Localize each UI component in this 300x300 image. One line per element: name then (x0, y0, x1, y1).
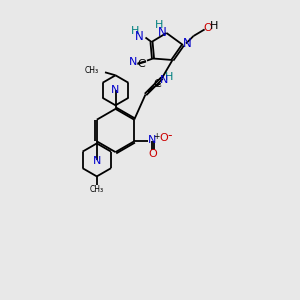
Text: H: H (155, 20, 163, 30)
Text: N: N (134, 29, 143, 43)
Text: N: N (129, 57, 137, 68)
Text: N: N (158, 26, 167, 40)
Text: N: N (160, 75, 168, 85)
Text: O: O (159, 133, 168, 143)
Text: +: + (153, 132, 159, 141)
Text: O: O (149, 149, 158, 159)
Text: O: O (204, 23, 213, 33)
Text: H: H (164, 71, 173, 82)
Text: N: N (111, 85, 120, 95)
Text: N: N (182, 37, 191, 50)
Text: C: C (154, 79, 161, 89)
Text: H: H (209, 21, 218, 32)
Text: H: H (131, 26, 139, 37)
Text: CH₃: CH₃ (90, 185, 104, 194)
Text: CH₃: CH₃ (85, 66, 99, 75)
Text: N: N (93, 155, 101, 166)
Text: C: C (137, 59, 145, 70)
Text: N: N (148, 135, 156, 145)
Text: -: - (167, 129, 172, 142)
